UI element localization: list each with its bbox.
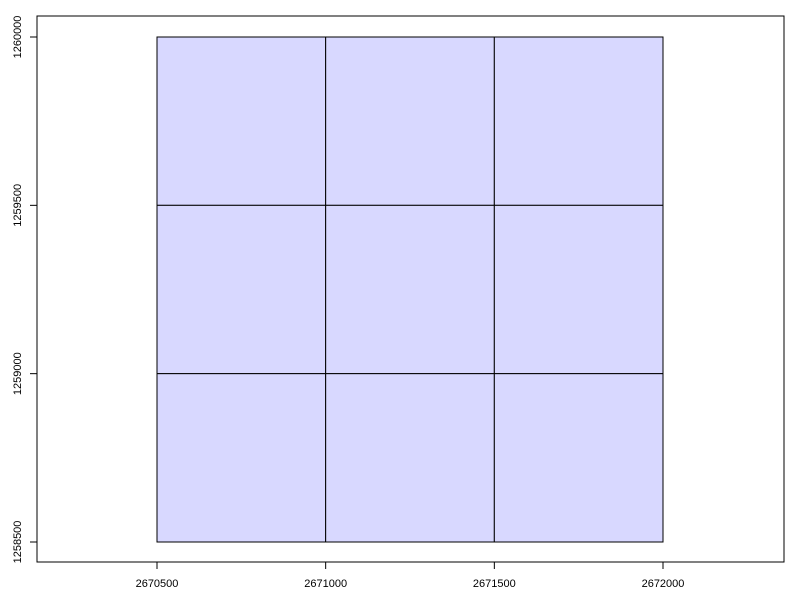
grid-cell-r1-c2 (325, 36, 495, 206)
plot-frame (36, 15, 785, 563)
y-tick-label: 1258500 (12, 521, 24, 564)
grid-cell-r3-c3 (493, 373, 664, 543)
y-axis: 1258500 1259000 1259500 1260000 (12, 16, 37, 564)
grid-cell-r2-c2 (325, 204, 495, 375)
x-tick-label: 2671000 (304, 578, 347, 590)
x-tick-label: 2672000 (642, 578, 685, 590)
grid-cell-r3-c1 (156, 373, 327, 543)
x-axis: 2670500 2671000 2671500 2672000 (136, 562, 685, 590)
x-tick-label: 2671500 (473, 578, 516, 590)
grid-cell-r1-c3 (493, 36, 664, 206)
y-tick-label: 1260000 (12, 16, 24, 59)
grid-cell-r3-c2 (325, 373, 495, 543)
grid-cell-r2-c1 (156, 204, 327, 375)
cells-layer (156, 36, 664, 543)
y-tick-label: 1259000 (12, 352, 24, 395)
grid-cell-r2-c3 (493, 204, 664, 375)
x-tick-label: 2670500 (136, 578, 179, 590)
grid-cell-r1-c1 (156, 36, 327, 206)
y-tick-label: 1259500 (12, 184, 24, 227)
